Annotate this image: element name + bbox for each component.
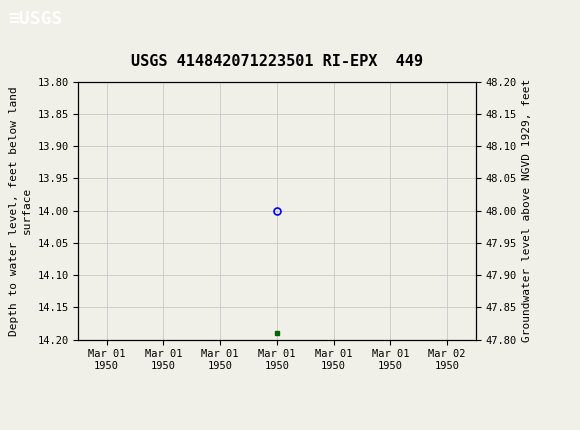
- Y-axis label: Groundwater level above NGVD 1929, feet: Groundwater level above NGVD 1929, feet: [522, 79, 532, 342]
- Text: USGS 414842071223501 RI-EPX  449: USGS 414842071223501 RI-EPX 449: [131, 54, 423, 69]
- Y-axis label: Depth to water level, feet below land
surface: Depth to water level, feet below land su…: [9, 86, 32, 335]
- Text: ≡USGS: ≡USGS: [9, 10, 63, 28]
